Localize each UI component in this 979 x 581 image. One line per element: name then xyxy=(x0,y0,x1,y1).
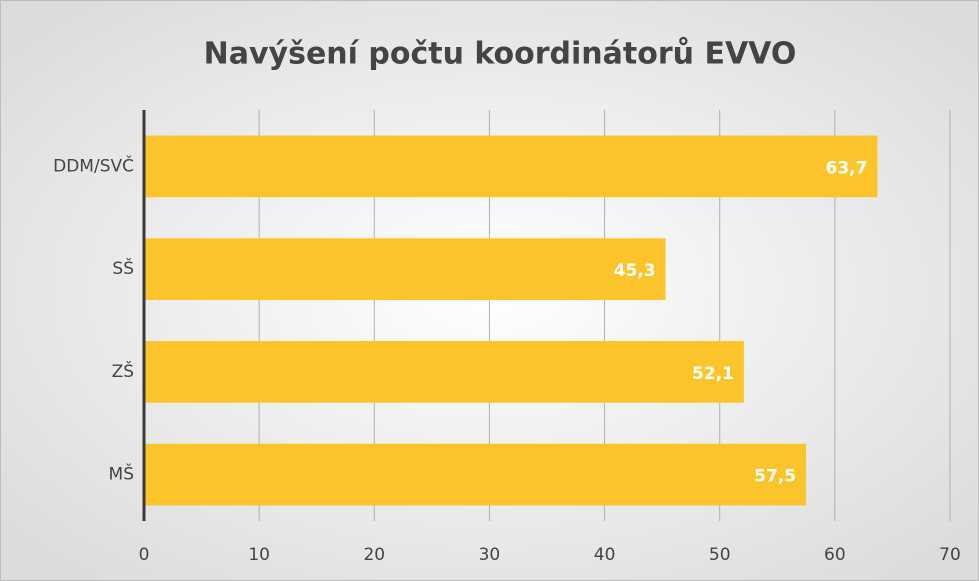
x-tick-label: 30 xyxy=(479,545,501,565)
y-tick-label: MŠ xyxy=(109,463,134,485)
x-tick-label: 40 xyxy=(594,545,616,565)
bar xyxy=(144,135,878,198)
x-tick-label: 10 xyxy=(248,545,270,565)
value-label: 57,5 xyxy=(754,467,796,487)
x-tick-label: 60 xyxy=(824,545,846,565)
x-tick-label: 20 xyxy=(363,545,385,565)
bar xyxy=(144,341,744,403)
x-tick-label: 0 xyxy=(139,545,150,565)
value-label: 63,7 xyxy=(826,158,868,178)
x-tick-label: 70 xyxy=(939,545,961,565)
value-label: 45,3 xyxy=(614,261,656,281)
value-label: 52,1 xyxy=(692,364,734,384)
y-tick-label: DDM/SVČ xyxy=(53,154,134,176)
y-tick-label: ZŠ xyxy=(112,360,134,382)
x-tick-label: 50 xyxy=(709,545,731,565)
chart-title: Navýšení počtu koordinátorů EVVO xyxy=(204,36,797,72)
bar xyxy=(144,443,807,506)
y-tick-label: SŠ xyxy=(112,257,134,279)
bar xyxy=(144,238,666,300)
